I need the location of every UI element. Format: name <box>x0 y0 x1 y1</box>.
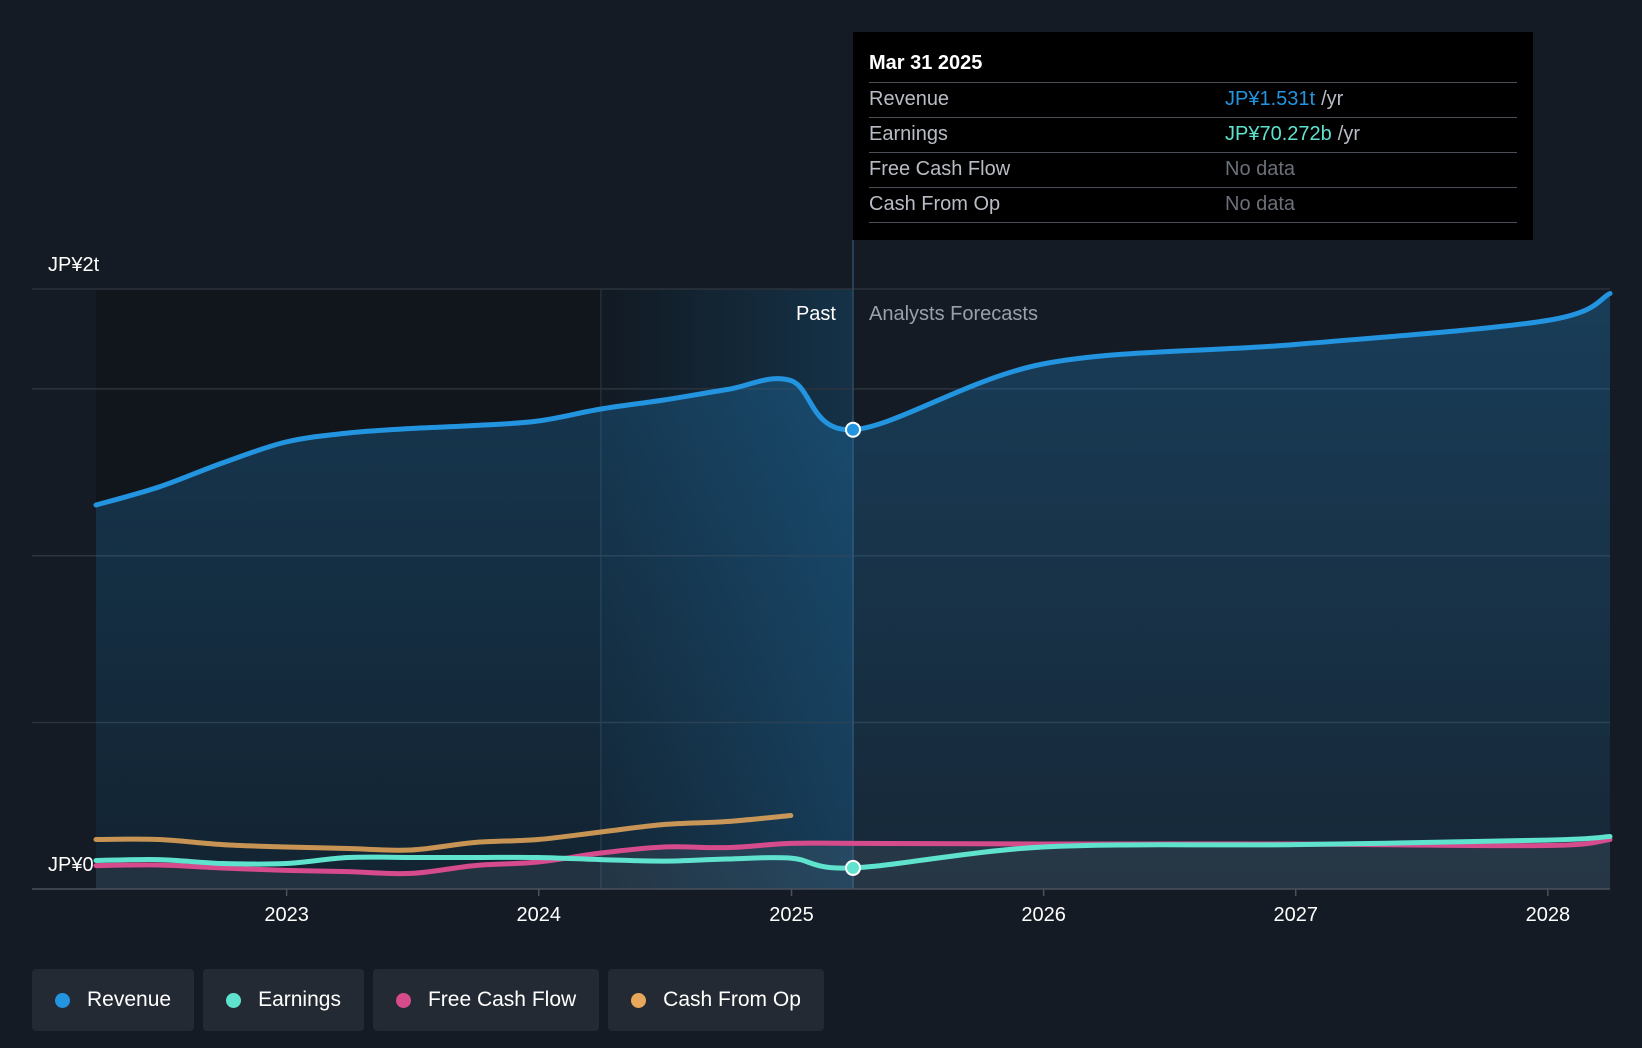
highlight-point-revenue <box>845 421 861 438</box>
legend-item-free-cash-flow[interactable]: Free Cash Flow <box>372 969 600 1031</box>
legend-dot-icon <box>631 992 647 1008</box>
x-tick-label: 2023 <box>264 904 309 926</box>
x-tick-label: 2024 <box>516 904 561 926</box>
legend-item-revenue[interactable]: Revenue <box>32 969 195 1031</box>
legend-dot-icon <box>395 992 411 1008</box>
highlight-point-earnings <box>845 859 861 876</box>
tooltip-row-value: JP¥70.272b <box>1225 123 1332 145</box>
tooltip-date: Mar 31 2025 <box>869 46 1517 83</box>
legend-dot-icon <box>226 992 242 1008</box>
tooltip-row-value: No data <box>1225 158 1296 180</box>
legend-label: Earnings <box>258 988 341 1011</box>
legend-item-cash-from-op[interactable]: Cash From Op <box>608 969 824 1031</box>
past-label: Past <box>796 303 836 325</box>
tooltip-row-label: Revenue <box>869 88 950 110</box>
tooltip-row-unit: /yr <box>1321 88 1344 110</box>
x-tick-label: 2026 <box>1021 904 1066 926</box>
legend-dot-icon <box>55 992 70 1008</box>
forecast-label: Analysts Forecasts <box>869 303 1038 325</box>
tooltip-row-value: JP¥1.531t <box>1225 88 1316 110</box>
x-tick-label: 2028 <box>1526 904 1571 926</box>
series-line-cash-from-op <box>93 813 794 853</box>
tooltip-row-earnings: Earnings JP¥70.272b /yr <box>869 118 1517 153</box>
tooltip-row-cash-from-op: Cash From Op No data <box>869 188 1517 223</box>
legend-item-earnings[interactable]: Earnings <box>203 969 364 1031</box>
y-tick-label-zero: JP¥0 <box>48 854 94 876</box>
tooltip-row-label: Cash From Op <box>869 193 1001 215</box>
tooltip-row-unit: /yr <box>1337 123 1360 145</box>
tooltip-row-value: No data <box>1225 193 1296 215</box>
series-line-earnings <box>93 834 1613 871</box>
legend-label: Revenue <box>87 988 172 1011</box>
tooltip: Mar 31 2025 Revenue JP¥1.531t /yr Earnin… <box>853 32 1533 240</box>
legend: Revenue Earnings Free Cash Flow Cash Fro… <box>32 969 824 1031</box>
y-tick-label-top: JP¥2t <box>48 254 100 276</box>
tooltip-row-label: Free Cash Flow <box>869 158 1011 180</box>
series-line-revenue <box>93 291 1613 508</box>
tooltip-row-free-cash-flow: Free Cash Flow No data <box>869 153 1517 188</box>
tooltip-row-label: Earnings <box>869 123 948 145</box>
tooltip-row-revenue: Revenue JP¥1.531t /yr <box>869 83 1517 118</box>
legend-label: Cash From Op <box>663 988 801 1011</box>
x-tick-label: 2027 <box>1273 904 1318 926</box>
revenue-area-fill <box>96 293 1610 889</box>
x-tick-label: 2025 <box>769 904 814 926</box>
legend-label: Free Cash Flow <box>427 988 577 1011</box>
